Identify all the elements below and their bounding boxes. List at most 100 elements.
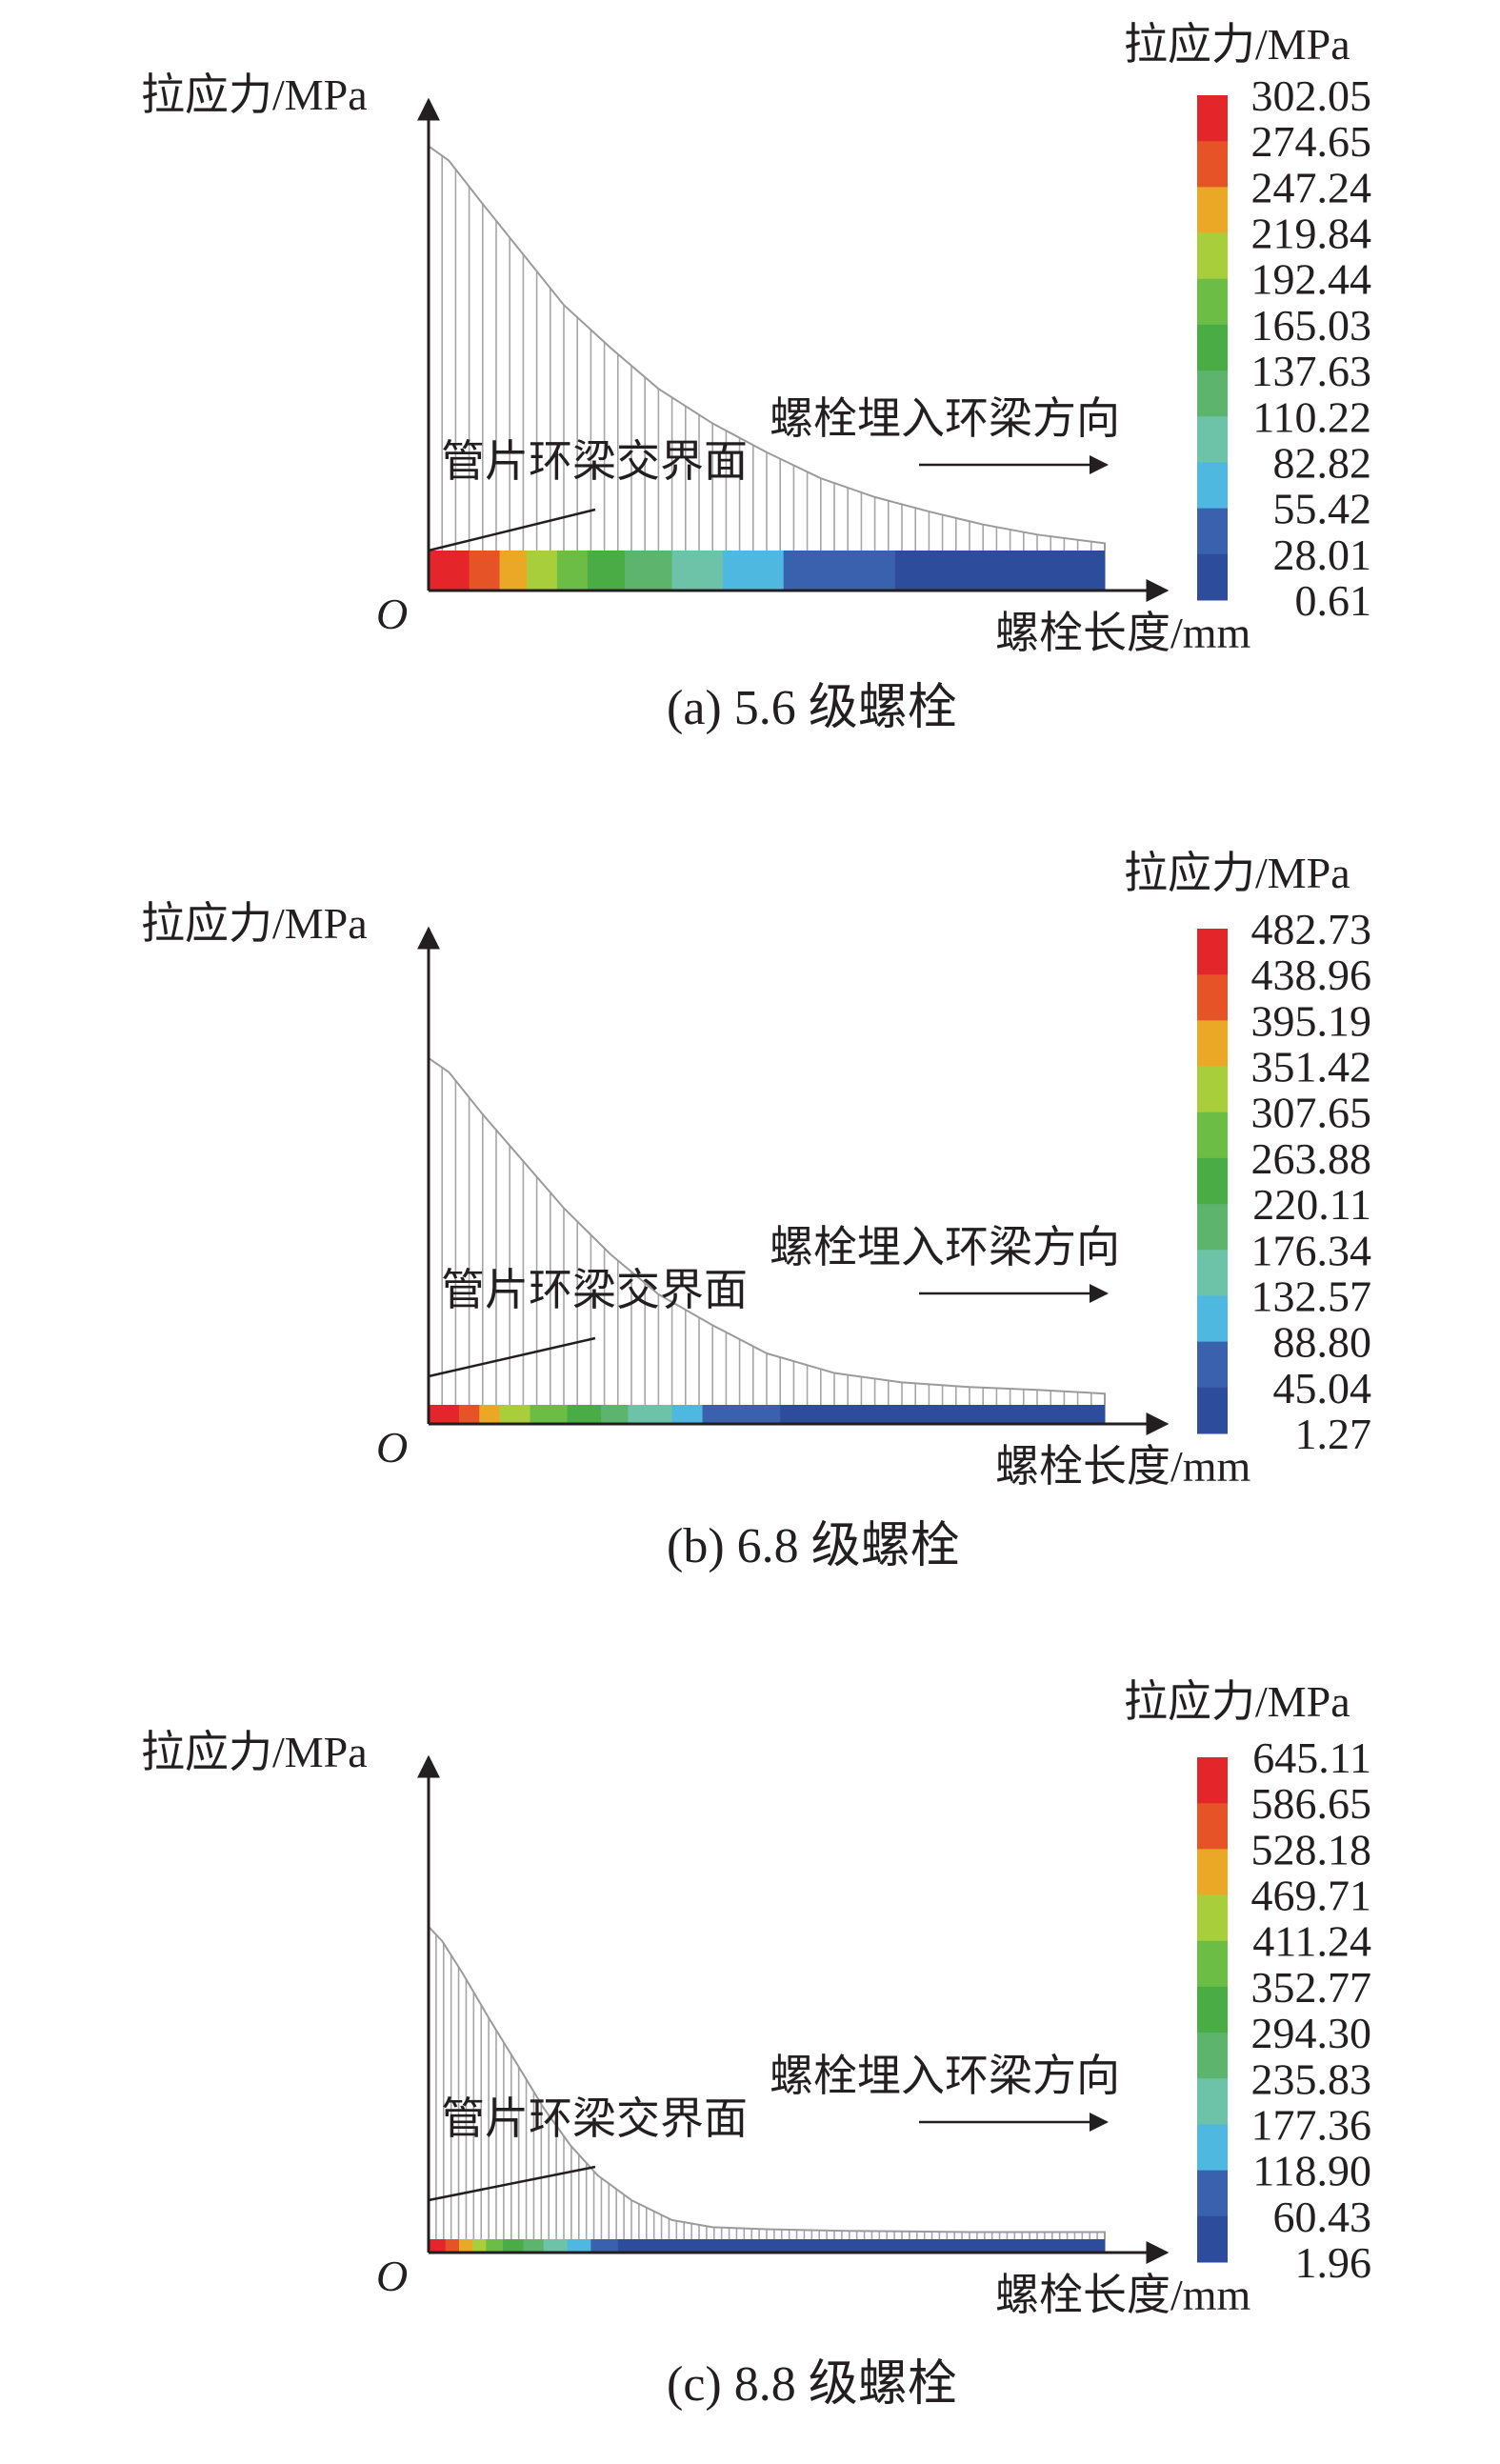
- origin-label: O: [376, 1423, 408, 1472]
- bolt-colorbar: [429, 1405, 1106, 1424]
- bolt-segment: [702, 1405, 781, 1424]
- bolt-segment: [429, 2239, 447, 2253]
- legend-swatch: [1197, 1295, 1228, 1343]
- interface-leader: [428, 508, 596, 552]
- bolt-segment: [445, 2239, 460, 2253]
- legend-tick-label: 176.34: [1251, 1226, 1372, 1274]
- legend-swatch: [1197, 1066, 1228, 1113]
- legend-swatch: [1197, 2078, 1228, 2125]
- legend-swatch: [1197, 1986, 1228, 2033]
- legend-swatch: [1197, 95, 1228, 142]
- x-axis-label: 螺栓长度/mm: [995, 2271, 1251, 2319]
- legend-swatch: [1197, 1940, 1228, 1988]
- legend-tick-label: 0.61: [1295, 576, 1372, 625]
- legend-tick-label: 351.42: [1251, 1043, 1372, 1092]
- legend-tick-label: 1.27: [1295, 1410, 1372, 1458]
- legend-swatch: [1197, 1157, 1228, 1205]
- panel-caption: (c) 8.8 级螺栓: [667, 2357, 957, 2412]
- bolt-segment: [543, 2239, 569, 2253]
- legend: 拉应力/MPa 482.73438.96395.19351.42307.65263…: [1124, 849, 1371, 1458]
- panel-caption: (b) 6.8 级螺栓: [667, 1519, 960, 1573]
- y-axis-label: 拉应力/MPa: [141, 70, 368, 119]
- bolt-segment: [458, 2239, 473, 2253]
- legend-swatch: [1197, 553, 1228, 601]
- bolt-segment: [479, 1405, 501, 1424]
- legend-swatch: [1197, 508, 1228, 555]
- y-axis-label: 拉应力/MPa: [141, 1728, 368, 1776]
- legend-tick-label: 132.57: [1251, 1272, 1372, 1320]
- legend-tick-label: 438.96: [1251, 951, 1372, 999]
- legend-tick-label: 82.82: [1273, 438, 1372, 487]
- legend-tick-label: 586.65: [1251, 1779, 1372, 1828]
- legend: 拉应力/MPa 645.11586.65528.18469.71411.24352…: [1124, 1677, 1371, 2287]
- legend-tick-label: 247.24: [1251, 163, 1372, 211]
- bolt-segment: [783, 551, 896, 591]
- legend-swatch: [1197, 1250, 1228, 1296]
- legend-tick-label: 165.03: [1251, 301, 1372, 350]
- stress-hatch: [428, 146, 1106, 551]
- legend-title: 拉应力/MPa: [1124, 849, 1350, 897]
- legend-swatch: [1197, 187, 1228, 234]
- legend-swatch: [1197, 2170, 1228, 2217]
- legend-swatch: [1197, 371, 1228, 417]
- legend-swatch: [1197, 974, 1228, 1021]
- bolt-segment: [624, 551, 673, 591]
- bolt-colorbar: [429, 2239, 1106, 2253]
- legend-swatch: [1197, 2124, 1228, 2172]
- legend-swatch: [1197, 1387, 1228, 1434]
- legend: 拉应力/MPa302.05274.65247.24219.84192.44165…: [1124, 20, 1371, 625]
- legend-swatch: [1197, 1341, 1228, 1389]
- legend-swatch: [1197, 929, 1228, 975]
- legend-swatch: [1197, 1757, 1228, 1804]
- legend-swatch: [1197, 1204, 1228, 1251]
- legend-tick-label: 110.22: [1252, 392, 1371, 441]
- legend-swatch: [1197, 2215, 1228, 2263]
- interface-leader: [428, 2165, 596, 2202]
- legend-tick-label: 307.65: [1251, 1089, 1372, 1137]
- bolt-segment: [503, 2239, 524, 2253]
- interface-leader: [428, 1336, 596, 1378]
- bolt-segment: [587, 551, 626, 591]
- legend-tick-label: 411.24: [1252, 1917, 1371, 1966]
- bolt-segment: [429, 551, 470, 591]
- legend-swatch: [1197, 1020, 1228, 1068]
- origin-label: O: [376, 590, 408, 638]
- bolt-segment: [499, 1405, 530, 1424]
- interface-annotation: 管片环梁交界面: [441, 437, 748, 486]
- interface-annotation: 管片环梁交界面: [441, 2094, 748, 2143]
- legend-swatch: [1197, 1849, 1228, 1896]
- legend-title: 拉应力/MPa: [1124, 1677, 1350, 1726]
- x-axis-label: 螺栓长度/mm: [995, 609, 1251, 657]
- bolt-segment: [472, 2239, 487, 2253]
- bolt-segment: [617, 2239, 1106, 2253]
- bolt-segment: [499, 551, 528, 591]
- y-axis-label: 拉应力/MPa: [141, 899, 368, 948]
- legend-swatch: [1197, 141, 1228, 188]
- bolt-segment: [526, 551, 558, 591]
- legend-tick-label: 28.01: [1273, 531, 1372, 579]
- panel-a: 拉应力/MPa螺栓长度/mmO管片环梁交界面螺栓埋入环梁方向拉应力/MPa302…: [141, 20, 1371, 735]
- x-axis-label: 螺栓长度/mm: [995, 1442, 1251, 1491]
- legend-tick-label: 220.11: [1252, 1180, 1371, 1229]
- bolt-segment: [671, 551, 724, 591]
- bolt-segment: [458, 1405, 480, 1424]
- direction-annotation: 螺栓埋入环梁方向: [770, 2052, 1120, 2100]
- legend-swatch: [1197, 416, 1228, 463]
- bolt-segment: [671, 1405, 704, 1424]
- legend-tick-label: 60.43: [1273, 2193, 1372, 2241]
- legend-tick-label: 1.96: [1295, 2238, 1372, 2287]
- bolt-segment: [567, 1405, 602, 1424]
- stress-hatch: [428, 1926, 1106, 2239]
- bolt-segment: [429, 1405, 460, 1424]
- legend-tick-label: 235.83: [1251, 2054, 1372, 2103]
- legend-tick-label: 352.77: [1251, 1963, 1372, 2012]
- bolt-colorbar: [429, 551, 1106, 591]
- legend-tick-label: 274.65: [1251, 117, 1372, 166]
- legend-tick-label: 55.42: [1273, 485, 1372, 533]
- origin-label: O: [376, 2252, 408, 2300]
- interface-annotation: 管片环梁交界面: [441, 1266, 748, 1314]
- legend-title: 拉应力/MPa: [1124, 20, 1350, 69]
- legend-swatch: [1197, 462, 1228, 510]
- legend-tick-label: 302.05: [1251, 71, 1372, 120]
